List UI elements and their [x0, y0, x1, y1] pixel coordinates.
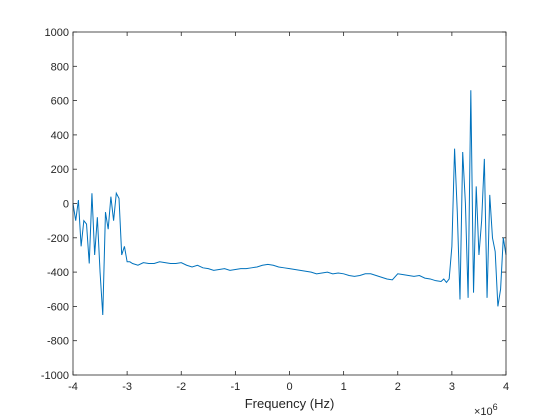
y-tick-label: 0	[63, 199, 69, 211]
y-axis-ticks: -1000 -800 -600 -400 -200 0 200 400 600 800 1000	[41, 27, 506, 382]
x-axis-ticks: -4 -3 -2 -1 0 1 2 3 4	[68, 32, 509, 393]
x-tick-label: 4	[503, 381, 509, 393]
y-tick-label: 400	[51, 130, 69, 142]
x-axis-exponent-base: ×10	[474, 406, 493, 418]
y-tick-label: -400	[47, 267, 69, 279]
x-tick-label: 2	[395, 381, 401, 393]
x-tick-label: -4	[68, 381, 78, 393]
x-axis-exponent: ×106	[474, 402, 498, 418]
x-tick-label: 3	[449, 381, 455, 393]
series-line	[72, 90, 507, 316]
x-tick-label: -3	[122, 381, 132, 393]
x-axis-exponent-power: 6	[493, 402, 498, 412]
y-tick-label: 200	[51, 164, 69, 176]
x-tick-label: 1	[341, 381, 347, 393]
y-tick-label: -800	[47, 336, 69, 348]
y-tick-label: 1000	[45, 27, 69, 39]
x-tick-label: -2	[176, 381, 186, 393]
y-tick-label: -200	[47, 233, 69, 245]
plot-area-frame	[72, 31, 507, 376]
y-tick-label: -1000	[41, 370, 69, 382]
y-tick-label: 600	[51, 96, 69, 108]
x-axis-label: Frequency (Hz)	[245, 396, 335, 411]
y-tick-label: -600	[47, 301, 69, 313]
x-tick-label: -1	[230, 381, 240, 393]
y-tick-label: 800	[51, 61, 69, 73]
x-tick-label: 0	[286, 381, 292, 393]
